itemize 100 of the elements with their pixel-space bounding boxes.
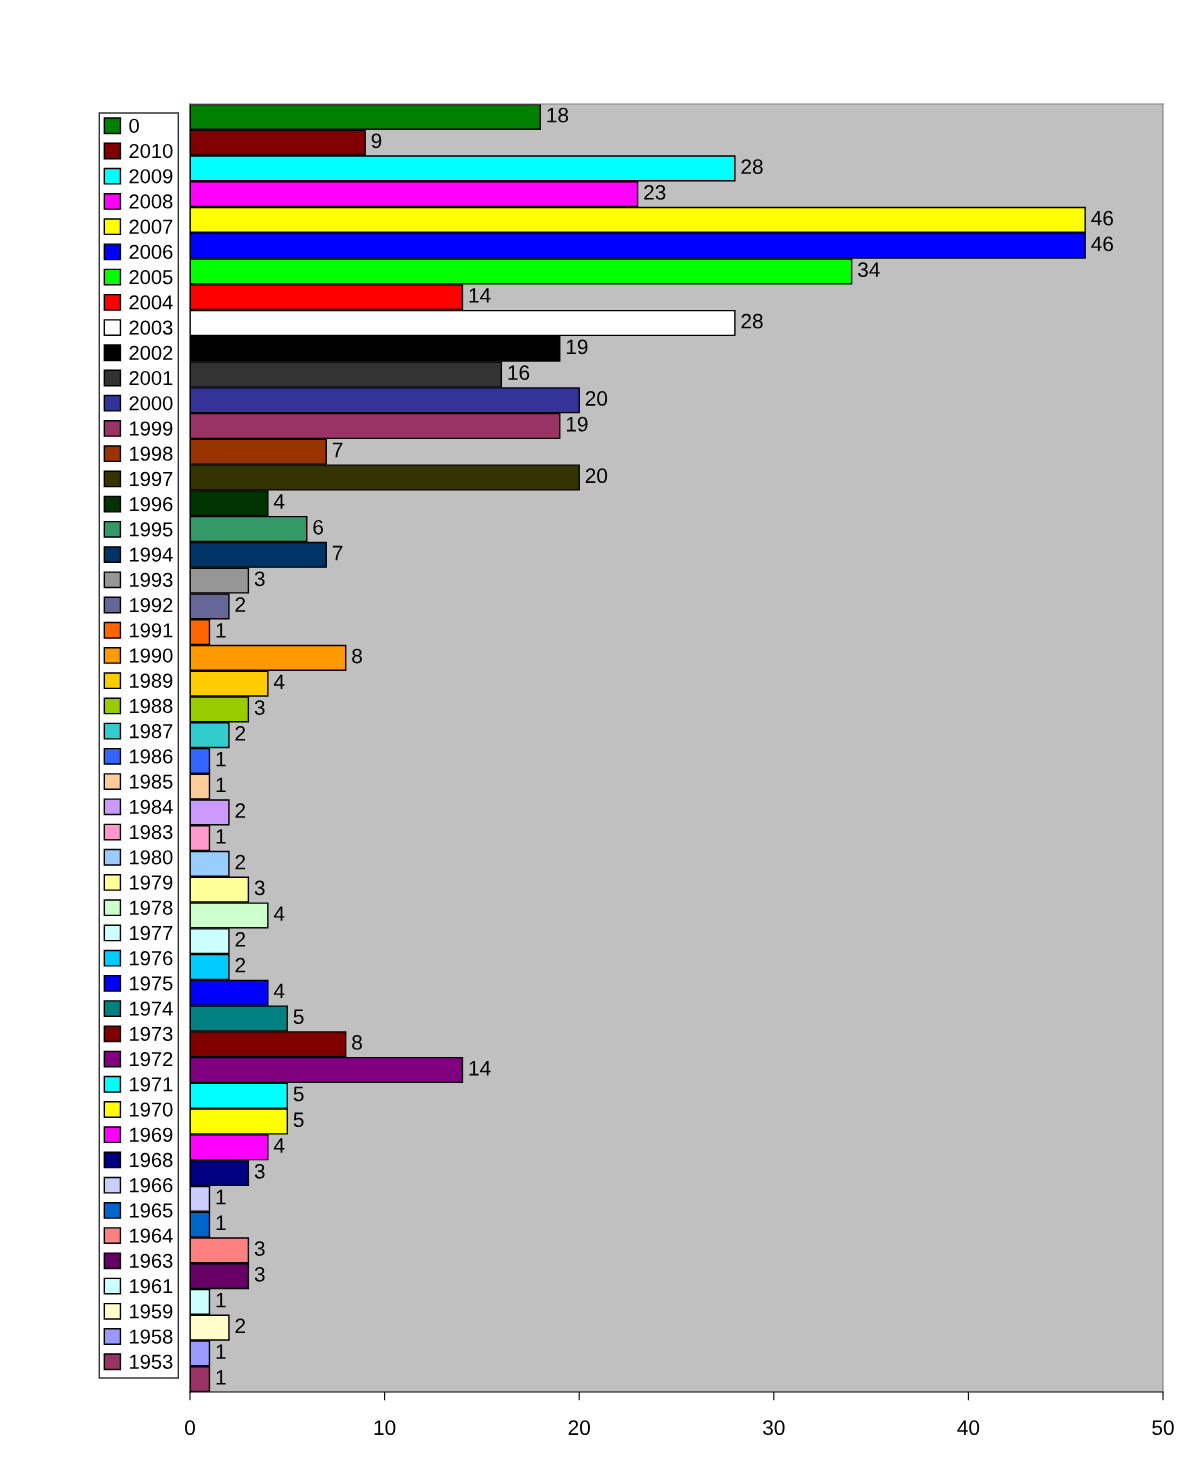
- legend-label: 1983: [130, 824, 173, 840]
- legend-label: 2002: [129, 345, 173, 360]
- legend-label: 1971: [130, 1077, 173, 1092]
- data-label: 20: [585, 391, 608, 406]
- legend-label: 1969: [130, 1127, 173, 1142]
- legend-label: 1968: [130, 1152, 173, 1168]
- legend-label: 1977: [130, 925, 173, 941]
- data-label: 6: [313, 519, 323, 535]
- data-label: 4: [273, 494, 285, 509]
- legend-label: 2003: [129, 320, 173, 335]
- legend-label: 1984: [130, 799, 173, 814]
- legend-label: 1953: [130, 1354, 173, 1369]
- data-label: 23: [644, 185, 666, 200]
- data-label: 16: [508, 365, 530, 381]
- legend-label: 1964: [130, 1228, 173, 1243]
- data-label: 1: [216, 1344, 226, 1359]
- legend-label: 2009: [129, 169, 173, 184]
- data-label: 2: [235, 1318, 246, 1333]
- data-label: 2: [235, 957, 246, 973]
- data-label: 4: [273, 983, 285, 999]
- data-label: 8: [352, 648, 362, 664]
- data-label: 3: [254, 1266, 265, 1282]
- legend-label: 1973: [130, 1026, 173, 1042]
- data-label: 46: [1091, 210, 1113, 226]
- legend-label: 1978: [130, 900, 173, 915]
- data-label: 14: [469, 288, 491, 303]
- legend-label: 0: [129, 118, 139, 133]
- legend-label: 1991: [130, 623, 173, 638]
- data-label: 4: [273, 674, 285, 689]
- data-label: 3: [254, 571, 265, 587]
- data-label: 8: [352, 1035, 362, 1050]
- legend-label: 2010: [129, 143, 173, 159]
- data-label: 1: [216, 1292, 226, 1308]
- data-label: 19: [566, 416, 588, 432]
- legend-label: 1993: [130, 572, 173, 587]
- data-label: 2: [235, 803, 246, 818]
- data-label: 3: [254, 1163, 265, 1179]
- data-label: 9: [371, 133, 382, 149]
- legend-label: 1974: [130, 1001, 173, 1016]
- data-label: 20: [585, 468, 608, 484]
- data-label: 7: [332, 442, 343, 458]
- data-label: 7: [332, 545, 343, 561]
- legend-label: 1987: [130, 724, 173, 739]
- legend-label: 1958: [130, 1329, 173, 1344]
- data-label: 28: [741, 159, 763, 174]
- legend-label: 1989: [130, 673, 173, 688]
- legend-label: 1997: [130, 471, 173, 487]
- data-label: 1: [216, 1370, 226, 1385]
- data-label: 5: [293, 1009, 304, 1025]
- legend-label: 1961: [130, 1278, 173, 1294]
- legend-label: 2001: [129, 370, 173, 386]
- data-label: 1: [216, 1215, 226, 1230]
- data-label: 4: [273, 1138, 285, 1153]
- data-label: 1: [216, 777, 226, 793]
- x-tick-label: 50: [1152, 1420, 1174, 1436]
- data-label: 2: [235, 854, 246, 870]
- legend-label: 2007: [129, 219, 173, 234]
- legend-label: 1959: [130, 1304, 173, 1319]
- legend-label: 1992: [130, 597, 173, 613]
- legend-label: 1976: [130, 951, 173, 966]
- data-label: 28: [741, 313, 763, 329]
- legend-label: 1970: [130, 1102, 173, 1117]
- legend-label: 1998: [130, 446, 173, 461]
- legend-label: 1975: [130, 976, 173, 991]
- x-tick-label: 30: [763, 1420, 785, 1436]
- data-label: 1: [216, 751, 226, 767]
- data-label: 5: [293, 1112, 304, 1128]
- legend-label: 1995: [130, 522, 173, 537]
- legend-label: 1963: [130, 1253, 173, 1269]
- legend-label: 1980: [130, 850, 173, 865]
- data-label: 5: [293, 1086, 304, 1102]
- data-label: 2: [235, 725, 246, 741]
- legend-label: 1972: [130, 1051, 173, 1067]
- data-label: 1: [216, 829, 226, 844]
- legend-label: 1990: [130, 648, 173, 663]
- x-tick-label: 40: [957, 1420, 980, 1436]
- legend-label: 1985: [130, 774, 173, 789]
- data-label: 1: [216, 623, 226, 638]
- legend-label: 1965: [130, 1203, 173, 1218]
- data-label: 1: [216, 1189, 226, 1205]
- x-tick-label: 0: [185, 1420, 195, 1436]
- legend-label: 2005: [129, 270, 173, 285]
- legend-label: 2006: [129, 244, 173, 260]
- legend-label: 2000: [129, 396, 173, 411]
- data-label: 4: [273, 906, 285, 921]
- data-label: 3: [254, 880, 265, 896]
- legend-label: 1994: [130, 547, 173, 562]
- data-label: 3: [254, 700, 265, 715]
- legend-label: 2004: [129, 295, 173, 310]
- legend-label: 1996: [130, 497, 173, 512]
- legend-label: 1979: [130, 875, 173, 890]
- data-label: 34: [857, 262, 880, 278]
- data-label: 2: [235, 932, 246, 947]
- data-label: 3: [254, 1241, 265, 1256]
- legend-label: 1986: [130, 749, 173, 764]
- data-label: 18: [547, 107, 569, 123]
- data-label: 19: [566, 339, 588, 355]
- legend-label: 1988: [130, 698, 173, 714]
- data-label: 46: [1091, 236, 1113, 252]
- data-label: 2: [235, 597, 246, 612]
